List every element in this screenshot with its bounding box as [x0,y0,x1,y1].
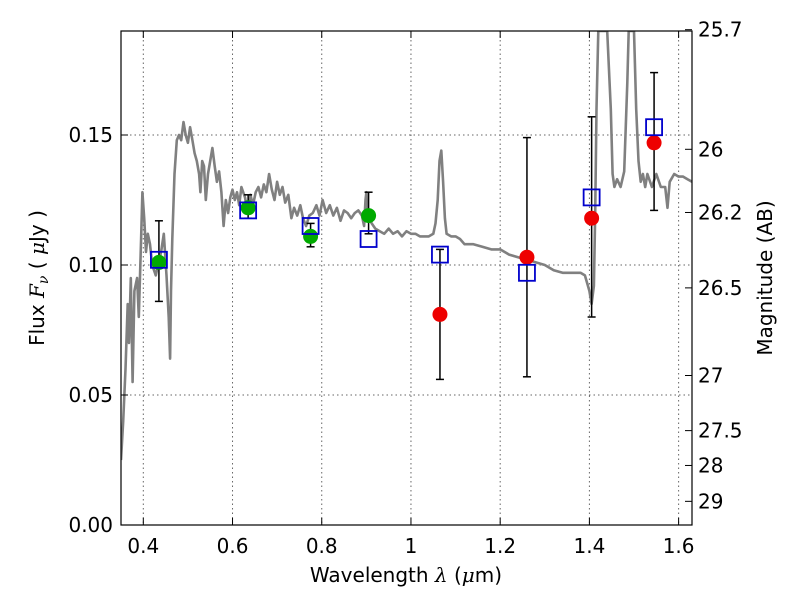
spectrum-line-layer [121,31,692,461]
green-data-point [361,208,377,224]
x-tick-label: 0.8 [306,534,338,558]
x-ticks: 0.4 0.6 0.8 1 1.2 1.4 1.6 [127,31,695,558]
y-tick-label: 0.00 [68,513,113,537]
y2-tick-label: 28 [698,453,723,477]
y2-tick-label: 26 [698,137,723,161]
red-data-point [519,249,535,265]
x-axis-label: Wavelength λ (μm) [310,563,502,587]
y-axis-label-symbol: F [25,283,49,299]
green-data-point [240,200,256,216]
y2-tick-label: 27.5 [698,419,743,443]
x-tick-label: 0.4 [127,534,159,558]
y2-tick-label: 27 [698,364,723,388]
model-square-point [518,263,536,282]
y-tick-label: 0.05 [68,383,113,407]
y-axis-label: Flux Fν ( μJy ) [25,210,52,346]
y-ticks: 0.00 0.05 0.10 0.15 [68,123,128,537]
model-square-point [359,230,378,248]
y2-ticks: 25.7 26 26.2 26.5 27 27.5 28 29 [685,18,743,513]
green-data-point [151,254,167,270]
red-data-point [432,306,448,322]
x-tick-label: 1.2 [484,534,516,558]
model-square-point [645,118,663,137]
plot-frame [120,30,693,526]
y2-tick-label: 29 [698,489,723,513]
model-square-point [150,250,168,269]
y2-tick-label: 25.7 [698,18,743,42]
y-axis-label-subscript: ν [36,275,52,284]
model-square-point [431,245,449,264]
x-tick-label: 0.6 [217,534,249,558]
x-tick-label: 1.6 [663,534,695,558]
y2-tick-label: 26.2 [698,200,743,224]
y-axis-label-mu: μ [25,242,49,255]
y2-tick-label: 26.5 [698,276,743,300]
markers-layer [150,118,663,322]
x-tick-label: 1.4 [573,534,605,558]
x-tick-label: 1 [405,534,418,558]
model-square-point [239,201,258,220]
red-data-point [646,135,662,151]
model-square-point [582,188,601,207]
grid [121,31,692,525]
spectrum-line [121,31,692,461]
y-tick-label: 0.15 [68,123,113,147]
x-axis-label-symbol: λ [434,563,448,587]
green-data-point [303,228,319,244]
y-tick-label: 0.10 [68,253,113,277]
y2-axis-label: Magnitude (AB) [753,200,777,355]
error-bars-layer [154,71,659,381]
x-axis-label-mu: μ [462,563,475,587]
red-data-point [584,210,600,226]
model-square-point [301,217,320,235]
